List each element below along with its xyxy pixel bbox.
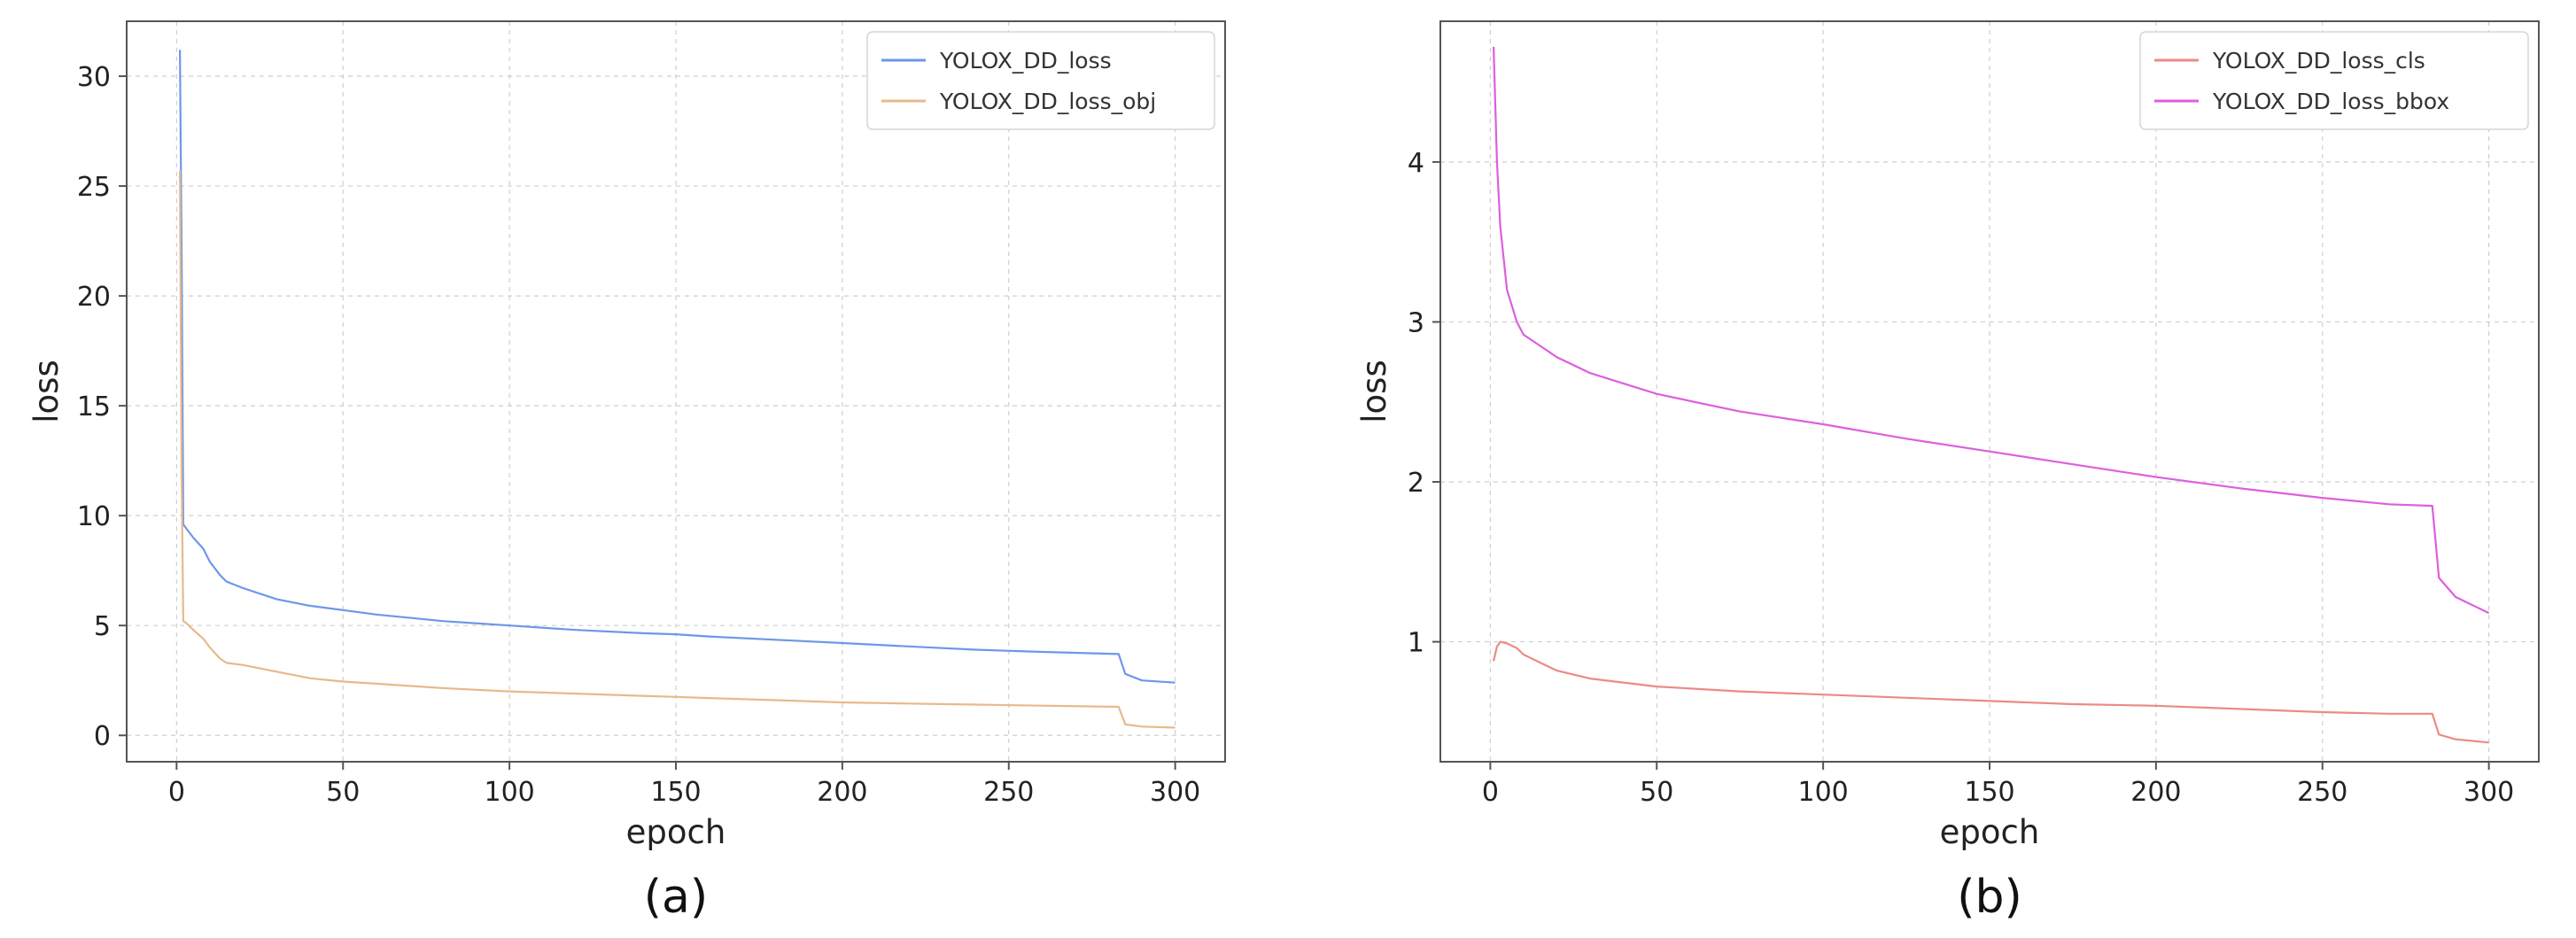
legend-label: YOLOX_DD_loss_bbox — [2212, 89, 2449, 114]
chart-panel-b: 0 50 100 150 200 250 300 1 2 3 4 epoch loss YOLOX_DD_… — [1355, 20, 2540, 924]
x-tick-label: 0 — [168, 777, 185, 808]
y-tick-label: 15 — [77, 391, 111, 422]
y-axis-label: loss — [1355, 360, 1393, 422]
series-line-YOLOX_DD_loss — [179, 50, 1175, 684]
x-tick-label: 250 — [983, 777, 1034, 808]
legend-label: YOLOX_DD_loss_obj — [939, 89, 1156, 114]
x-tick-label: 200 — [2130, 777, 2181, 808]
x-tick-label: 300 — [1150, 777, 1200, 808]
y-tick-label: 25 — [77, 172, 111, 203]
legend-label: YOLOX_DD_loss_cls — [2212, 48, 2425, 74]
series-line-YOLOX_DD_loss_bbox — [1493, 46, 2490, 615]
x-tick-label: 150 — [1964, 777, 2014, 808]
x-tick-label: 50 — [326, 777, 360, 808]
y-tick-label: 4 — [1408, 148, 1424, 179]
legend-label: YOLOX_DD_loss — [939, 48, 1112, 74]
x-axis-label: epoch — [626, 813, 726, 851]
y-tick-label: 10 — [77, 501, 111, 532]
legend: YOLOX_DD_loss_cls YOLOX_DD_loss_bbox — [2139, 31, 2529, 130]
x-tick-label: 150 — [650, 777, 701, 808]
y-tick-label: 20 — [77, 282, 111, 313]
x-tick-label: 100 — [1797, 777, 1848, 808]
x-tick-label: 300 — [2463, 777, 2514, 808]
y-tick-label: 1 — [1408, 628, 1424, 659]
x-tick-label: 200 — [817, 777, 867, 808]
series-line-YOLOX_DD_loss_obj — [179, 170, 1175, 729]
x-tick-label: 250 — [2297, 777, 2347, 808]
legend: YOLOX_DD_loss YOLOX_DD_loss_obj — [866, 31, 1215, 130]
panel-label: (a) — [644, 871, 708, 924]
legend-box — [866, 31, 1215, 130]
chart-panel-a: 0 50 100 150 200 250 300 0 5 10 15 20 25 30 epoch loss Y… — [27, 20, 1226, 924]
y-axis-label: loss — [27, 360, 66, 422]
y-tick-label: 0 — [94, 721, 111, 752]
y-tick-label: 5 — [94, 611, 111, 642]
x-tick-label: 100 — [484, 777, 534, 808]
y-tick-label: 30 — [77, 62, 111, 93]
x-axis-label: epoch — [1940, 813, 2040, 851]
y-tick-label: 2 — [1408, 468, 1424, 499]
panel-label: (b) — [1957, 871, 2022, 924]
y-tick-label: 3 — [1408, 307, 1424, 338]
x-tick-label: 0 — [1482, 777, 1499, 808]
series-line-YOLOX_DD_loss_cls — [1493, 640, 2489, 744]
legend-box — [2139, 31, 2529, 130]
x-tick-label: 50 — [1640, 777, 1673, 808]
